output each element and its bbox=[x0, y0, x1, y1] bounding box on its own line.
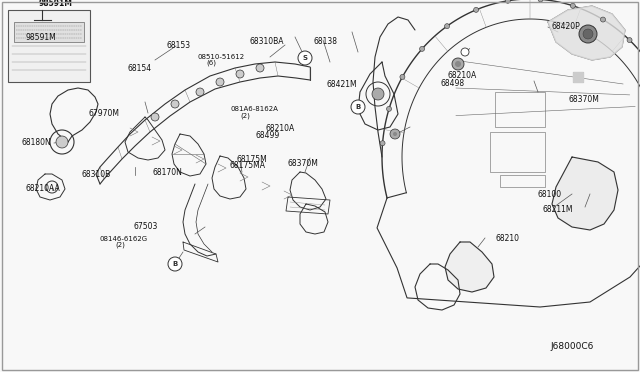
Text: J68000C6: J68000C6 bbox=[550, 342, 594, 351]
Text: 68175MA: 68175MA bbox=[229, 161, 265, 170]
Text: 68154: 68154 bbox=[128, 64, 152, 73]
Text: (2): (2) bbox=[240, 112, 250, 119]
Text: B: B bbox=[355, 104, 360, 110]
Circle shape bbox=[455, 61, 461, 67]
Text: 67970M: 67970M bbox=[88, 109, 119, 118]
Circle shape bbox=[538, 0, 543, 2]
Circle shape bbox=[387, 106, 392, 111]
Text: 68421M: 68421M bbox=[326, 80, 357, 89]
Text: 08146-6162G: 08146-6162G bbox=[99, 236, 147, 242]
Text: 68180N: 68180N bbox=[21, 138, 51, 147]
Text: 68170N: 68170N bbox=[152, 168, 182, 177]
Circle shape bbox=[474, 7, 479, 12]
Polygon shape bbox=[548, 6, 625, 60]
Text: 68370M: 68370M bbox=[568, 95, 599, 104]
Text: 68211M: 68211M bbox=[543, 205, 573, 214]
Text: (2): (2) bbox=[116, 241, 125, 248]
Circle shape bbox=[151, 113, 159, 121]
Circle shape bbox=[216, 78, 224, 86]
Circle shape bbox=[393, 132, 397, 136]
Text: (6): (6) bbox=[206, 59, 216, 66]
Circle shape bbox=[380, 141, 385, 146]
Text: 68210: 68210 bbox=[496, 234, 520, 243]
Text: 68310BA: 68310BA bbox=[250, 37, 284, 46]
Text: 68210A: 68210A bbox=[448, 71, 477, 80]
Circle shape bbox=[461, 48, 469, 56]
Circle shape bbox=[583, 29, 593, 39]
Circle shape bbox=[56, 136, 68, 148]
Polygon shape bbox=[445, 242, 494, 292]
Text: S: S bbox=[303, 55, 307, 61]
Bar bbox=[495, 92, 545, 127]
Circle shape bbox=[168, 257, 182, 271]
Text: 68498: 68498 bbox=[440, 79, 465, 88]
Circle shape bbox=[196, 88, 204, 96]
Bar bbox=[500, 175, 545, 187]
Circle shape bbox=[579, 25, 597, 43]
Circle shape bbox=[600, 17, 605, 22]
Circle shape bbox=[298, 51, 312, 65]
Text: 68138: 68138 bbox=[314, 37, 338, 46]
Bar bbox=[14, 22, 84, 42]
Text: 68175M: 68175M bbox=[237, 155, 268, 164]
Circle shape bbox=[505, 0, 510, 3]
Text: 98591M: 98591M bbox=[39, 0, 73, 9]
Circle shape bbox=[445, 24, 449, 29]
Polygon shape bbox=[552, 157, 618, 230]
Text: 68210AA: 68210AA bbox=[26, 185, 60, 193]
Circle shape bbox=[627, 38, 632, 42]
Circle shape bbox=[236, 70, 244, 78]
Bar bbox=[8, 10, 90, 82]
Circle shape bbox=[452, 58, 464, 70]
Text: 68100: 68100 bbox=[538, 190, 562, 199]
Text: 68370M: 68370M bbox=[288, 159, 319, 168]
Circle shape bbox=[570, 3, 575, 8]
Circle shape bbox=[390, 129, 400, 139]
Text: B: B bbox=[172, 261, 178, 267]
Circle shape bbox=[256, 64, 264, 72]
Text: 68153: 68153 bbox=[166, 41, 191, 50]
Circle shape bbox=[400, 74, 405, 79]
Bar bbox=[490, 132, 545, 172]
Circle shape bbox=[351, 100, 365, 114]
Text: 68310B: 68310B bbox=[82, 170, 111, 179]
Text: 081A6-8162A: 081A6-8162A bbox=[230, 106, 278, 112]
Text: 68420P: 68420P bbox=[552, 22, 580, 31]
Circle shape bbox=[420, 46, 424, 51]
Circle shape bbox=[372, 88, 384, 100]
Text: 67503: 67503 bbox=[133, 222, 157, 231]
Text: 68210A: 68210A bbox=[266, 124, 295, 133]
Circle shape bbox=[171, 100, 179, 108]
Text: 08510-51612: 08510-51612 bbox=[197, 54, 244, 60]
Polygon shape bbox=[573, 72, 583, 82]
Text: 98591M: 98591M bbox=[26, 33, 56, 42]
Text: 68499: 68499 bbox=[256, 131, 280, 140]
